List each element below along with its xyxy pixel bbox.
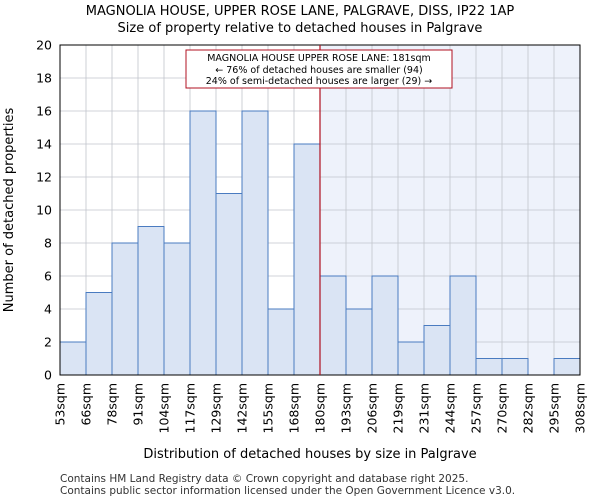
y-tick-label: 0: [44, 368, 52, 383]
bar-231sqm: [423, 325, 451, 376]
y-tick-label: 10: [36, 203, 52, 218]
y-axis-label: Number of detached properties: [2, 108, 17, 313]
bar-104sqm: [163, 242, 191, 376]
x-tick-label: 66sqm: [79, 383, 94, 426]
x-tick-label: 91sqm: [131, 383, 146, 426]
x-tick-label: 257sqm: [469, 383, 484, 433]
footer-line-1: Contains HM Land Registry data © Crown c…: [60, 473, 468, 485]
x-tick-label: 104sqm: [157, 383, 172, 433]
y-tick-labels: 0 2 4 6 8 10 12 14 16 18 20: [36, 38, 52, 383]
bar-66sqm: [85, 292, 113, 376]
bar-117sqm: [189, 110, 217, 376]
marker-annotation: MAGNOLIA HOUSE UPPER ROSE LANE: 181sqm ←…: [185, 49, 453, 89]
bar-180sqm: [319, 275, 347, 376]
y-tick-label: 20: [36, 38, 52, 53]
x-tick-label: 142sqm: [235, 383, 250, 433]
annotation-box: [185, 49, 453, 89]
x-tick-label: 193sqm: [339, 383, 354, 433]
x-tick-label: 308sqm: [573, 383, 588, 433]
bar-206sqm: [371, 275, 399, 376]
x-tick-label: 295sqm: [547, 383, 562, 433]
x-tick-labels: 53sqm 66sqm 78sqm 91sqm 104sqm 117sqm 129sqm 14…: [53, 383, 588, 433]
bar-168sqm: [293, 143, 321, 376]
y-tick-label: 18: [36, 71, 52, 86]
bar-257sqm: [475, 358, 503, 376]
bar-129sqm: [215, 193, 243, 376]
y-tick-label: 6: [44, 269, 52, 284]
y-tick-label: 2: [44, 335, 52, 350]
annotation-line-3: 24% of semi-detached houses are larger (…: [206, 76, 433, 87]
x-tick-label: 117sqm: [183, 383, 198, 433]
bar-142sqm: [241, 110, 269, 376]
x-tick-label: 129sqm: [209, 383, 224, 433]
bar-53sqm: [59, 341, 87, 376]
y-tick-label: 16: [36, 104, 52, 119]
bars: [59, 110, 581, 376]
y-tick-label: 14: [36, 137, 52, 152]
x-tick-label: 282sqm: [521, 383, 536, 433]
annotation-line-2: ← 76% of detached houses are smaller (94…: [215, 65, 422, 76]
x-tick-label: 244sqm: [443, 383, 458, 433]
x-tick-label: 53sqm: [53, 383, 68, 426]
x-tick-label: 180sqm: [313, 383, 328, 433]
x-tick-label: 155sqm: [261, 383, 276, 433]
x-tick-label: 231sqm: [417, 383, 432, 433]
footer-line-2: Contains public sector information licen…: [60, 485, 515, 497]
y-tick-label: 12: [36, 170, 52, 185]
x-tick-label: 219sqm: [391, 383, 406, 433]
bar-91sqm: [137, 226, 165, 376]
bar-219sqm: [397, 341, 425, 376]
chart-subtitle: Size of property relative to detached ho…: [118, 21, 483, 36]
x-tick-label: 206sqm: [365, 383, 380, 433]
bar-295sqm: [553, 358, 581, 376]
bar-155sqm: [267, 308, 295, 376]
chart-title: MAGNOLIA HOUSE, UPPER ROSE LANE, PALGRAV…: [86, 4, 515, 19]
x-tick-label: 78sqm: [105, 383, 120, 426]
bar-193sqm: [345, 308, 373, 376]
x-tick-label: 270sqm: [495, 383, 510, 433]
x-axis-label: Distribution of detached houses by size …: [143, 447, 476, 462]
y-tick-label: 8: [44, 236, 52, 251]
y-tick-label: 4: [44, 302, 52, 317]
bar-244sqm: [449, 275, 477, 376]
bar-270sqm: [501, 358, 529, 376]
annotation-line-1: MAGNOLIA HOUSE UPPER ROSE LANE: 181sqm: [207, 53, 431, 64]
bar-78sqm: [111, 242, 139, 376]
x-tick-label: 168sqm: [287, 383, 302, 433]
